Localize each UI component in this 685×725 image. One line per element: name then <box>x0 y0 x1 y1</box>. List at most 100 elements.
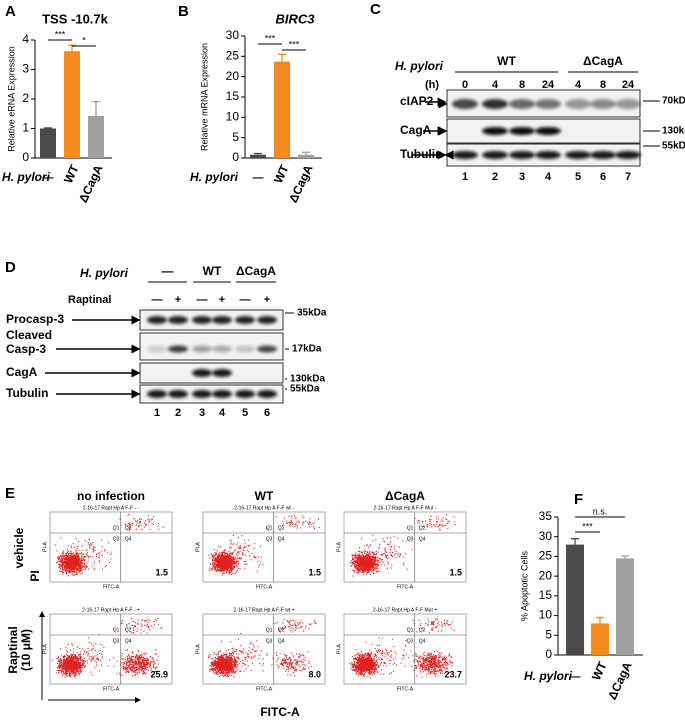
y-tick-label: 10 <box>226 110 240 124</box>
event-dots <box>349 514 456 577</box>
treatment-label: H. pylori <box>80 266 129 280</box>
chart-title: TSS -10.7k <box>42 11 109 26</box>
y-tick-label: 15 <box>539 588 553 602</box>
dose-label: — <box>240 294 251 306</box>
y-axis-label: Relative mRNA Expression <box>199 43 209 151</box>
significance-label: n.s. <box>593 506 608 516</box>
y-tick-label: 0 <box>22 150 29 164</box>
y-tick-label: 30 <box>226 28 240 42</box>
band <box>535 127 561 135</box>
plot-title: 2-16-17 Rapt Hp A F-F - + <box>82 607 140 613</box>
quadrant-label: Q2 <box>278 525 285 531</box>
y-tick-label: 2 <box>22 91 29 105</box>
row-label: Tubulin <box>400 147 442 161</box>
y-tick-label: 0 <box>232 150 239 164</box>
quadrant-label: Q4 <box>419 536 426 542</box>
plot-title: 2-16-17 Rapt Hp A F-F Mut + <box>373 607 437 613</box>
group-label: WT <box>203 264 222 278</box>
quadrant-label: Q2 <box>419 627 426 633</box>
row-header: vehicle <box>12 527 26 568</box>
marker-label: 130kDa <box>662 126 685 137</box>
x-axis-label: H. pylori <box>524 669 573 683</box>
band <box>235 316 255 324</box>
quadrant-label: Q3 <box>113 638 120 644</box>
y-tick-label: 5 <box>232 130 239 144</box>
significance-label: *** <box>289 39 300 49</box>
y-tick-label: 1 <box>22 121 29 135</box>
band <box>168 390 188 398</box>
band <box>509 151 535 159</box>
error-bar <box>44 127 52 129</box>
bar <box>88 115 104 158</box>
event-dots <box>349 618 455 679</box>
y-axis-label: PI <box>28 570 42 581</box>
y-tick-label: 10 <box>539 608 553 622</box>
plot-axis-label: FITC-A <box>397 584 414 590</box>
row-label: Cleaved <box>6 328 52 342</box>
category-label: WT <box>589 659 610 682</box>
band <box>590 151 616 159</box>
bar <box>298 154 314 158</box>
band <box>147 345 167 353</box>
plot-axis-label: PI-A <box>336 541 342 551</box>
bar <box>566 544 584 655</box>
band <box>482 127 508 135</box>
bar <box>250 154 266 158</box>
y-tick-label: 3 <box>22 62 29 76</box>
plot-axis-label: FITC-A <box>256 686 273 692</box>
y-tick-label: 15 <box>226 89 240 103</box>
plot-axis-label: FITC-A <box>397 686 414 692</box>
plot-axis-label: FITC-A <box>103 686 120 692</box>
panel-label: B <box>178 3 189 20</box>
y-tick-label: 5 <box>545 627 552 641</box>
y-tick-label: 4 <box>22 32 29 46</box>
y-tick-label: 35 <box>539 509 553 523</box>
error-bar <box>596 616 604 624</box>
time-label: 8 <box>519 79 525 91</box>
time-label: 24 <box>542 79 555 91</box>
band <box>212 345 232 353</box>
quadrant-label: Q4 <box>278 536 285 542</box>
row-header: (10 μM) <box>19 629 33 671</box>
lane-number: 3 <box>519 171 525 183</box>
percent-label: 1.5 <box>155 567 168 577</box>
category-label: — <box>253 172 264 184</box>
band <box>482 99 508 109</box>
error-bar <box>571 538 579 545</box>
significance-label: *** <box>55 29 66 39</box>
time-label: 4 <box>492 79 499 91</box>
row-label: cIAP2 <box>400 94 434 108</box>
column-header: no infection <box>77 489 145 503</box>
event-dots <box>55 513 164 577</box>
percent-label: 8.0 <box>308 669 321 679</box>
quadrant-label: Q3 <box>113 536 120 542</box>
x-axis-label: FITC-A <box>260 705 300 719</box>
column-header: WT <box>255 489 274 503</box>
y-tick-label: 25 <box>226 49 240 63</box>
quadrant-label: Q4 <box>419 638 426 644</box>
significance-label: *** <box>582 521 593 531</box>
event-dots <box>208 515 320 576</box>
lane-number: 4 <box>219 407 226 419</box>
band <box>590 99 616 109</box>
lane-number: 2 <box>175 407 181 419</box>
time-label: 8 <box>600 79 606 91</box>
x-axis-label: H. pylori <box>190 170 239 184</box>
category-label: — <box>570 671 581 683</box>
band <box>565 151 591 159</box>
significance-label: *** <box>265 33 276 43</box>
quadrant-label: Q1 <box>266 525 273 531</box>
marker-label: 17kDa <box>292 344 322 355</box>
panel-label: F <box>574 491 583 508</box>
drug-label: Raptinal <box>68 294 111 306</box>
column-header: ΔCagA <box>385 489 425 503</box>
error-bar <box>92 101 100 116</box>
band <box>257 345 277 353</box>
lane-number: 1 <box>462 171 468 183</box>
y-tick-label: 20 <box>539 568 553 582</box>
y-tick-label: 30 <box>539 529 553 543</box>
plot-axis-label: PI-A <box>195 643 201 653</box>
plot-title: 2-16-17 Rapt Hp A F-F wt + <box>234 607 295 613</box>
quadrant-label: Q1 <box>407 627 414 633</box>
